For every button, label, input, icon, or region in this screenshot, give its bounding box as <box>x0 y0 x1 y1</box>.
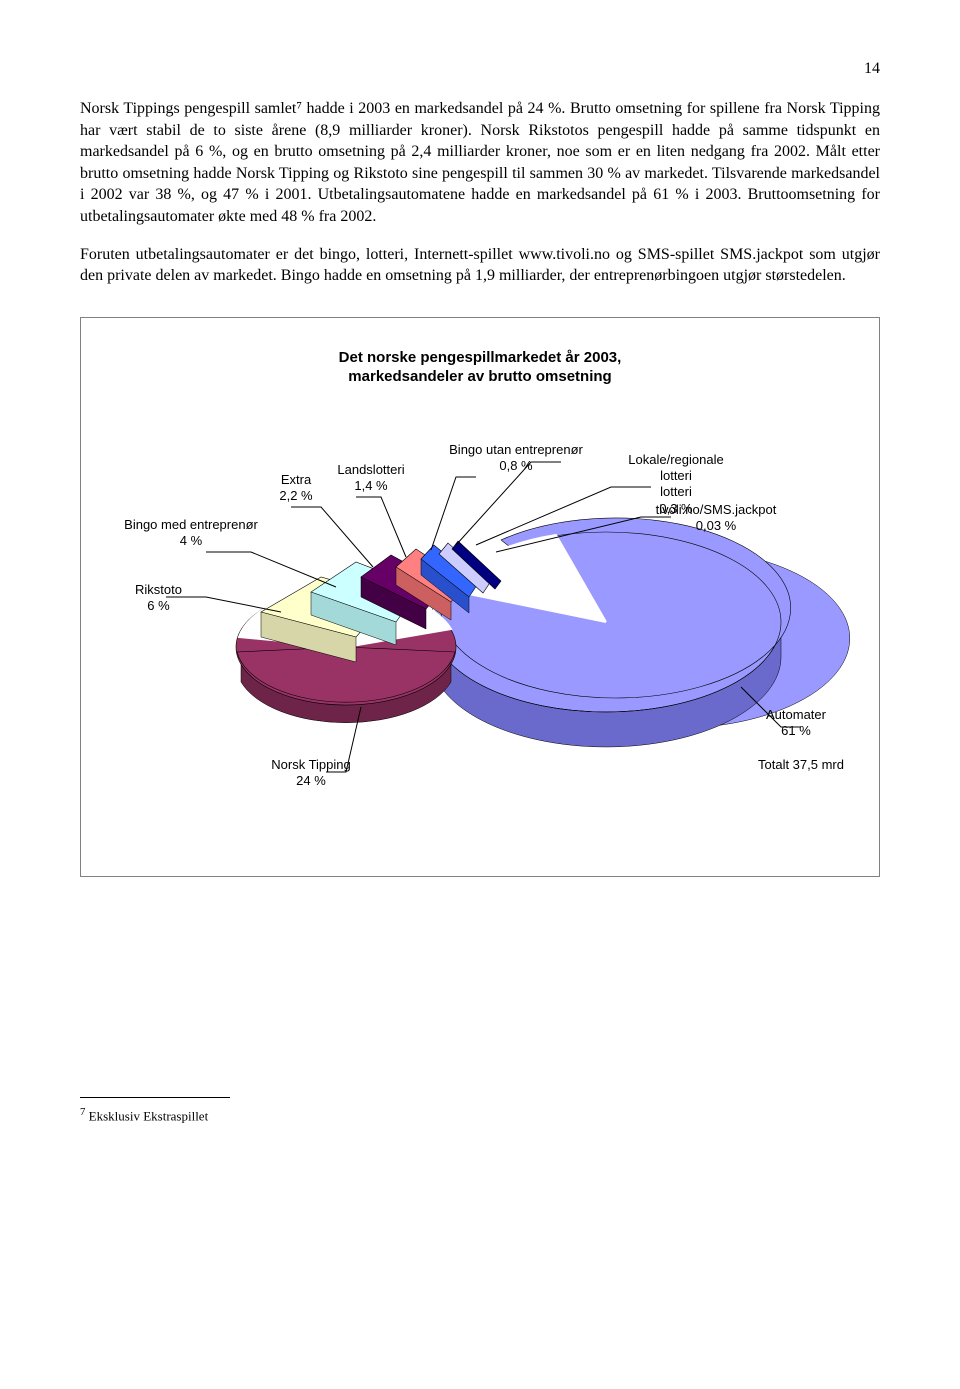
footnote-marker: 7 <box>80 1106 85 1118</box>
footnote: 7 Eksklusiv Ekstraspillet <box>80 1106 880 1124</box>
chart-title-line1: Det norske pengespillmarkedet år 2003, <box>339 349 622 366</box>
label-tivoli: tivoli.no/SMS.jackpot0,03 % <box>636 502 796 535</box>
label-rikstoto: Rikstoto6 % <box>111 582 206 615</box>
chart-title: Det norske pengespillmarkedet år 2003, m… <box>111 348 849 387</box>
footnote-separator <box>80 1097 230 1098</box>
label-landslotteri: Landslotteri1,4 % <box>321 462 421 495</box>
label-norsk-tipping: Norsk Tipping24 % <box>251 757 371 790</box>
chart-title-line2: markedsandeler av brutto omsetning <box>348 368 611 385</box>
paragraph-2: Foruten utbetalingsautomater er det bing… <box>80 244 880 287</box>
chart-area: Rikstoto6 % Bingo med entreprenør4 % Ext… <box>111 397 849 847</box>
pie-chart-container: Det norske pengespillmarkedet år 2003, m… <box>80 317 880 877</box>
label-bingo-utan: Bingo utan entreprenør0,8 % <box>431 442 601 475</box>
label-total: Totalt 37,5 mrd <box>741 757 861 773</box>
label-automater: Automater61 % <box>751 707 841 740</box>
page-number: 14 <box>80 60 880 78</box>
paragraph-1: Norsk Tippings pengespill samlet⁷ hadde … <box>80 98 880 228</box>
label-bingo-med: Bingo med entreprenør4 % <box>106 517 276 550</box>
footnote-text: Eksklusiv Ekstraspillet <box>89 1108 209 1123</box>
